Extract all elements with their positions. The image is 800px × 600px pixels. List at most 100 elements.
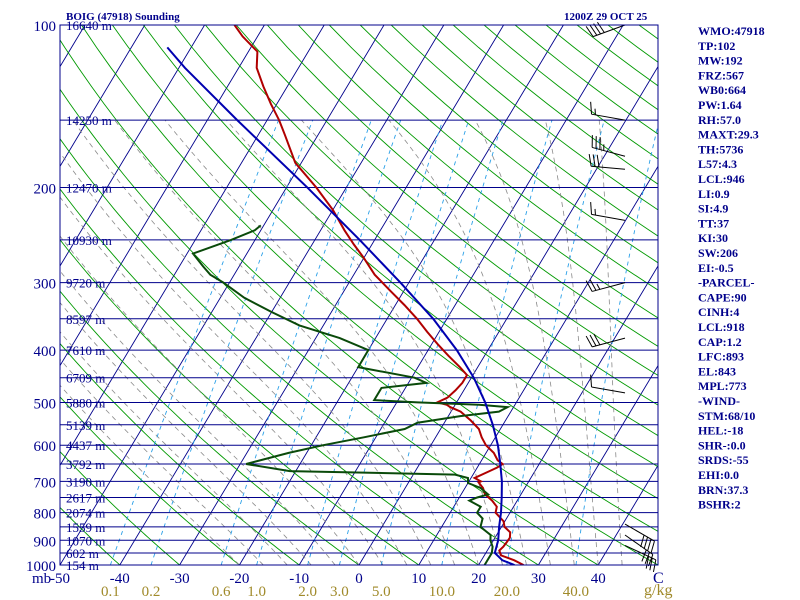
mixing-ratio-line <box>220 119 372 565</box>
mixing-ratio-tick-label: 2.0 <box>298 584 317 600</box>
isotherm-line <box>478 265 658 565</box>
temperature-tick-label: 10 <box>411 571 426 587</box>
index-value: TT:37 <box>698 216 729 230</box>
isotherm-line <box>0 25 25 565</box>
pressure-tick-label: 100 <box>34 19 57 35</box>
height-label: 16640 m <box>66 18 112 33</box>
barb-staff <box>624 544 657 561</box>
barb-flag <box>645 556 650 569</box>
barb-staff <box>591 213 626 221</box>
height-label: 7610 m <box>66 343 105 358</box>
temperature-tick-label: 40 <box>591 571 606 587</box>
barb-staff <box>624 534 654 555</box>
wind-barb <box>590 374 626 394</box>
moist-adiabat-line <box>474 119 575 565</box>
pressure-unit-label: mb <box>32 571 51 587</box>
height-label: 14250 m <box>66 113 112 128</box>
barb-flag <box>593 333 601 346</box>
isotherm-line <box>60 25 205 267</box>
barb-flag <box>596 154 600 168</box>
moist-adiabat-line <box>598 120 623 565</box>
pressure-tick-label: 400 <box>34 344 57 360</box>
mixing-ratio-tick-label: 0.1 <box>101 584 120 600</box>
pressure-axis-labels: 100 200 300 400 500 600 700 800 900 1000 <box>26 19 56 575</box>
profile-series <box>166 25 524 565</box>
barb-staff <box>624 523 655 542</box>
barb-flag <box>589 279 597 291</box>
pressure-tick-label: 300 <box>34 277 57 293</box>
index-value: RH:57.0 <box>698 113 741 127</box>
moist-adiabat-line <box>60 151 408 565</box>
temperature-tick-label: 30 <box>531 571 546 587</box>
index-value: EHI:0.0 <box>698 468 739 482</box>
barb-half-flag <box>596 283 601 290</box>
index-value: LFC:893 <box>698 350 744 364</box>
height-label: 9720 m <box>66 276 105 291</box>
pressure-tick-label: 500 <box>34 396 57 412</box>
barb-flag <box>592 154 596 167</box>
wind-barb <box>624 534 654 567</box>
barb-flag <box>650 540 655 554</box>
height-label: 154 m <box>66 558 99 573</box>
barb-staff <box>591 386 626 394</box>
mixing-ratio-tick-label: 1.0 <box>247 584 266 600</box>
mixing-ratio-tick-label: 20.0 <box>494 584 520 600</box>
dewpoint-profile <box>191 224 512 565</box>
index-value: -WIND- <box>698 394 740 408</box>
index-value: KI:30 <box>698 231 728 245</box>
barb-flag <box>649 558 653 571</box>
mixing-ratio-line <box>338 119 470 565</box>
index-value: SHR-:0.0 <box>698 438 746 452</box>
barb-flag <box>641 549 647 562</box>
barb-flag <box>596 21 605 33</box>
isotherm-line <box>597 464 658 565</box>
barb-staff <box>592 146 626 157</box>
index-value: WMO:47918 <box>698 24 765 38</box>
sounding-time: 1200Z 29 OCT 25 <box>564 11 648 23</box>
mixing-ratio-tick-label: 5.0 <box>372 584 391 600</box>
barb-flag <box>643 536 648 550</box>
pressure-tick-label: 200 <box>34 182 57 198</box>
isotherm-line <box>60 25 265 367</box>
height-label: 4437 m <box>66 438 105 453</box>
height-labels: 16640 m 14250 m 12470 m 10930 m 9720 m 8597 m… <box>66 18 112 573</box>
mixing-ratio-labels: 0.1 0.2 0.6 1.0 2.0 3.0 5.0 10.0 20.0 40.0 <box>101 584 589 600</box>
index-value: CAP:1.2 <box>698 335 742 349</box>
indices-panel: WMO:47918TP:102MW:192FRZ:567WB0:664PW:1.… <box>698 24 765 512</box>
mixing-ratio-tick-label: 10.0 <box>429 584 455 600</box>
station-title: BOIG (47918) Sounding <box>66 11 180 23</box>
barb-flag <box>644 552 651 564</box>
height-label: 1559 m <box>66 520 105 535</box>
isotherm-line <box>298 25 624 565</box>
index-value: BRN:37.3 <box>698 483 748 497</box>
pressure-tick-label: 1000 <box>26 559 56 575</box>
isotherm-line <box>538 364 658 565</box>
moist-adiabat-line <box>60 270 336 565</box>
moist-adiabat-line <box>60 196 384 565</box>
pressure-tick-label: 700 <box>34 475 57 491</box>
barb-flag <box>647 554 654 567</box>
height-label: 8597 m <box>66 312 105 327</box>
height-label: 1070 m <box>66 533 105 548</box>
height-label: 5880 m <box>66 395 105 410</box>
barb-flag <box>585 26 594 37</box>
index-value: FRZ:567 <box>698 68 744 82</box>
index-value: EL:843 <box>698 364 736 378</box>
height-label: 2074 m <box>66 506 105 521</box>
moist-adiabat-line <box>60 331 288 565</box>
temperature-tick-label: 0 <box>355 571 363 587</box>
wind-barb <box>624 544 657 573</box>
barb-staff <box>591 165 626 170</box>
mixing-ratio-line <box>441 119 553 565</box>
barb-staff <box>591 113 626 121</box>
index-value: HEL:-18 <box>698 424 743 438</box>
temperature-tick-label: -10 <box>289 571 309 587</box>
temperature-tick-label: -40 <box>110 571 130 587</box>
barb-flag <box>589 24 598 36</box>
index-value: LCL:918 <box>698 320 745 334</box>
mixing-ratio-grid <box>109 119 658 565</box>
parcel-trace <box>166 46 515 565</box>
index-value: SRDS:-55 <box>698 453 749 467</box>
plot-frame <box>59 24 659 566</box>
